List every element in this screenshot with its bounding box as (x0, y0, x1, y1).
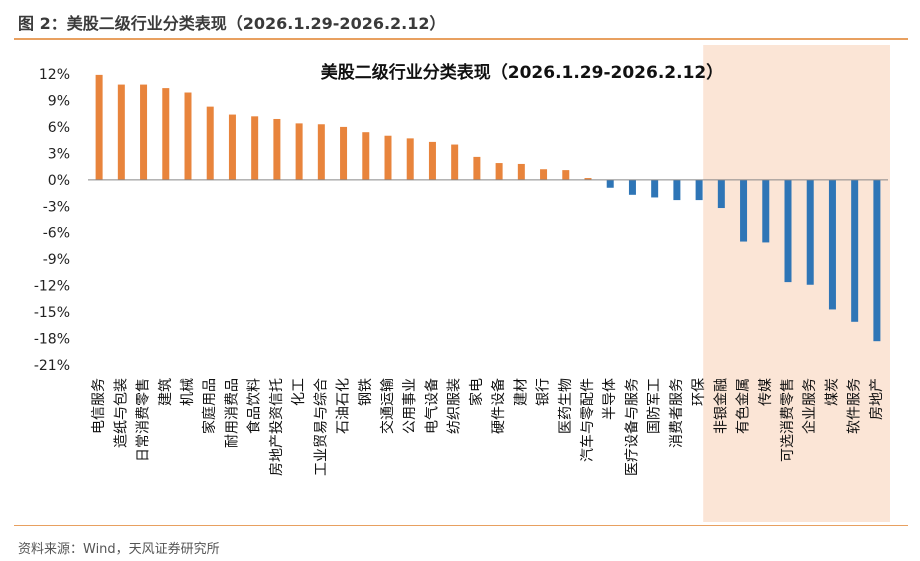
x-tick-label: 石油石化 (336, 378, 352, 434)
bar (562, 170, 570, 180)
bar (584, 178, 592, 180)
x-tick-label: 建筑 (158, 378, 174, 406)
bars (95, 74, 881, 342)
x-tick-label: 医药生物 (558, 378, 574, 434)
bar (873, 179, 881, 342)
bar (95, 74, 103, 180)
x-tick-label: 传媒 (758, 378, 774, 406)
x-tick-label: 电气设备 (423, 378, 440, 434)
x-tick-label: 汽车与零配件 (579, 378, 596, 462)
x-tick-label: 环保 (691, 378, 707, 406)
x-tick-label: 可选消费零售 (780, 378, 796, 462)
x-tick-label: 机械 (180, 378, 196, 406)
figure-caption: 图 2：美股二级行业分类表现（2026.1.29-2026.2.12） (18, 14, 446, 33)
x-tick-label: 房地产 (869, 378, 885, 420)
y-tick-label: -18% (34, 332, 70, 348)
x-tick-label: 国防军工 (647, 378, 663, 434)
x-tick-label: 煤炭 (824, 378, 840, 406)
y-tick-label: -3% (43, 199, 70, 215)
x-tick-label: 食品饮料 (246, 378, 263, 434)
bar (851, 179, 859, 322)
bar (540, 169, 548, 180)
bar (362, 132, 370, 180)
x-tick-label: 有色金属 (735, 378, 752, 434)
x-tick-label: 半导体 (602, 378, 618, 420)
y-tick-label: -6% (43, 226, 70, 242)
bar (228, 114, 236, 180)
bar (317, 124, 325, 180)
bar (495, 163, 503, 180)
bar (762, 179, 770, 243)
x-tick-label: 日常消费零售 (136, 378, 152, 462)
bar (206, 106, 214, 180)
y-tick-label: 3% (48, 146, 70, 162)
chart-title: 美股二级行业分类表现（2026.1.29-2026.2.12） (321, 62, 724, 83)
bar (717, 179, 725, 209)
y-tick-label: 0% (48, 173, 70, 189)
bar (651, 179, 659, 198)
bar (162, 88, 170, 180)
bar (451, 144, 459, 180)
x-tick-label: 钢铁 (358, 378, 374, 406)
x-tick-label: 电信服务 (91, 378, 107, 434)
x-tick-label: 工业贸易与综合 (313, 378, 329, 476)
bar (695, 179, 703, 201)
bar (340, 126, 348, 180)
x-tick-label: 化工 (291, 378, 307, 406)
bar (473, 156, 481, 180)
x-tick-label: 银行 (536, 378, 552, 406)
bar (184, 92, 192, 180)
bar-chart: 美股二级行业分类表现（2026.1.29-2026.2.12） 12% 9% 6% 3… (34, 45, 890, 522)
x-tick-label: 建材 (513, 378, 529, 406)
x-tick-label: 企业服务 (801, 378, 818, 434)
y-tick-label: -21% (34, 358, 70, 374)
bar (140, 84, 148, 180)
x-tick-label: 造纸与包装 (113, 378, 129, 448)
bar (517, 163, 525, 180)
y-tick-label: -15% (34, 305, 70, 321)
bar (428, 141, 436, 180)
bar (784, 179, 792, 283)
x-tick-label: 医疗设备与服务 (623, 378, 640, 476)
bar (806, 179, 814, 285)
bar (273, 118, 281, 180)
y-axis: 12% 9% 6% 3% 0% -3% -6% -9% -12% -15% -18% -21% (34, 67, 70, 374)
bar (673, 179, 681, 201)
bar (406, 138, 414, 180)
bar (384, 135, 392, 180)
x-tick-label: 公用事业 (402, 378, 418, 434)
bottom-rule (14, 525, 908, 526)
x-tick-label: 耐用消费品 (224, 378, 240, 448)
y-tick-label: 6% (48, 120, 70, 136)
x-tick-label: 软件服务 (847, 378, 863, 434)
x-tick-label: 交通运输 (379, 378, 396, 434)
bar (740, 179, 748, 242)
x-tick-label: 家庭用品 (201, 378, 218, 434)
source-note: 资料来源：Wind，天风证券研究所 (18, 542, 220, 557)
bar (117, 84, 125, 180)
y-tick-label: -12% (34, 279, 70, 295)
x-axis-labels: 电信服务 造纸与包装 日常消费零售 建筑 机械 家庭用品 耐用消费品 食品饮料 房地产投资信托化… (91, 378, 885, 476)
y-tick-label: -9% (43, 252, 70, 268)
bar (628, 179, 636, 195)
x-tick-label: 纺织服装 (447, 378, 463, 434)
x-tick-label: 家电 (468, 378, 485, 406)
highlight-region (703, 45, 890, 522)
bar (251, 116, 259, 180)
bar (606, 179, 614, 188)
bar (828, 179, 836, 310)
x-tick-label: 消费者服务 (669, 378, 685, 448)
top-rule (14, 38, 908, 40)
y-tick-label: 9% (48, 93, 70, 109)
x-tick-label: 非银金融 (713, 378, 729, 434)
bar (295, 123, 303, 180)
y-tick-label: 12% (39, 67, 70, 83)
x-tick-label: 房地产投资信托 (269, 378, 285, 476)
x-tick-label: 硬件设备 (490, 378, 507, 434)
